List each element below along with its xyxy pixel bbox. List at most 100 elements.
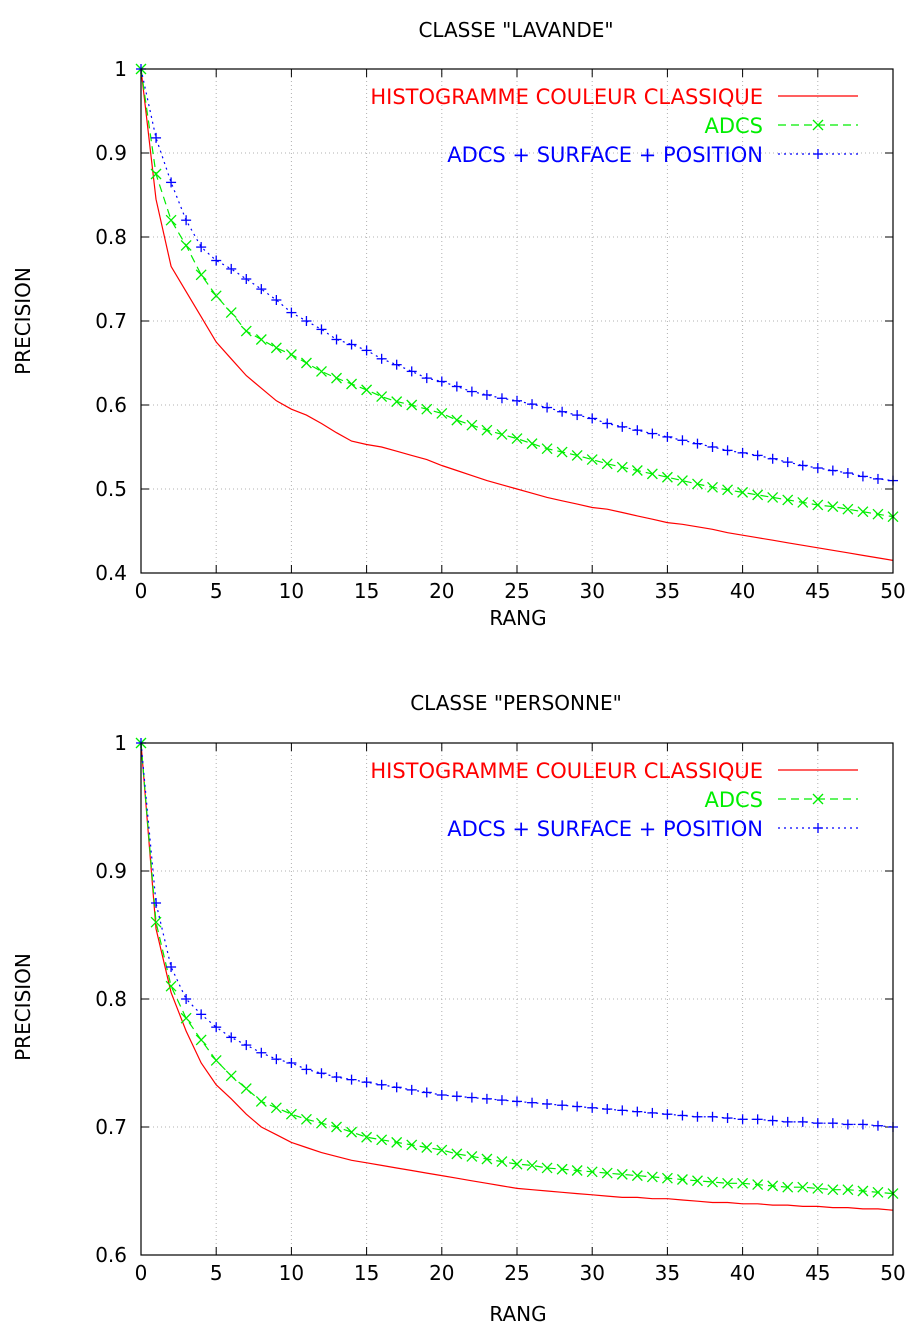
- data-point: [226, 308, 236, 318]
- data-point: [482, 390, 492, 400]
- data-point: [617, 422, 627, 432]
- y-tick-label: 0.6: [95, 393, 127, 417]
- data-point: [452, 1091, 462, 1101]
- data-point: [753, 450, 763, 460]
- y-tick-label: 0.8: [95, 987, 127, 1011]
- data-point: [497, 429, 507, 439]
- x-tick-label: 0: [135, 579, 148, 603]
- data-point: [723, 485, 733, 495]
- data-point: [632, 1107, 642, 1117]
- data-point: [527, 1098, 537, 1108]
- data-point: [377, 1135, 387, 1145]
- data-point: [738, 1114, 748, 1124]
- data-point: [226, 1032, 236, 1042]
- x-axis-label: RANG: [489, 606, 546, 630]
- data-point: [316, 366, 326, 376]
- data-point: [587, 413, 597, 423]
- data-point: [452, 382, 462, 392]
- data-point: [798, 1117, 808, 1127]
- legend-entry: HISTOGRAMME COULEUR CLASSIQUE: [370, 85, 858, 109]
- data-point: [271, 295, 281, 305]
- x-tick-label: 25: [504, 1261, 529, 1285]
- data-point: [692, 479, 702, 489]
- data-point: [166, 962, 176, 972]
- data-point: [407, 400, 417, 410]
- y-tick-label: 0.6: [95, 1243, 127, 1267]
- data-point: [843, 468, 853, 478]
- data-point: [542, 403, 552, 413]
- data-point: [347, 340, 357, 350]
- data-point: [181, 1013, 191, 1023]
- y-tick-label: 0.5: [95, 477, 127, 501]
- data-point: [677, 1110, 687, 1120]
- data-point: [256, 1048, 266, 1058]
- data-point: [527, 399, 537, 409]
- x-tick-label: 30: [579, 579, 604, 603]
- data-point: [527, 439, 537, 449]
- data-point: [557, 1100, 567, 1110]
- legend-marker: [813, 823, 823, 833]
- data-point: [617, 1105, 627, 1115]
- data-point: [452, 415, 462, 425]
- y-axis-label: PRECISION: [11, 267, 35, 375]
- data-point: [783, 457, 793, 467]
- data-point: [482, 425, 492, 435]
- data-point: [843, 1119, 853, 1129]
- data-point: [181, 240, 191, 250]
- y-tick-label: 0.9: [95, 141, 127, 165]
- data-point: [256, 284, 266, 294]
- data-point: [377, 392, 387, 402]
- data-point: [316, 1068, 326, 1078]
- x-tick-label: 45: [805, 1261, 830, 1285]
- data-point: [181, 994, 191, 1004]
- data-point: [286, 1058, 296, 1068]
- data-point: [647, 469, 657, 479]
- data-point: [632, 466, 642, 476]
- data-point: [467, 387, 477, 397]
- data-point: [271, 1103, 281, 1113]
- data-point: [873, 1121, 883, 1131]
- y-tick-label: 1: [114, 731, 127, 755]
- data-point: [196, 270, 206, 280]
- data-point: [241, 274, 251, 284]
- data-point: [662, 432, 672, 442]
- data-point: [301, 358, 311, 368]
- data-point: [723, 1113, 733, 1123]
- legend-marker: [813, 149, 823, 159]
- data-point: [166, 177, 176, 187]
- y-tick-label: 1: [114, 57, 127, 81]
- data-point: [572, 450, 582, 460]
- data-point: [211, 1022, 221, 1032]
- data-point: [151, 133, 161, 143]
- y-axis-label: PRECISION: [11, 953, 35, 1061]
- x-tick-label: 30: [579, 1261, 604, 1285]
- data-point: [692, 1112, 702, 1122]
- data-point: [211, 291, 221, 301]
- series-line: [141, 69, 893, 481]
- data-point: [362, 345, 372, 355]
- data-point: [602, 1104, 612, 1114]
- data-point: [677, 476, 687, 486]
- data-point: [572, 1102, 582, 1112]
- legend-label: ADCS: [704, 114, 763, 138]
- data-point: [647, 1108, 657, 1118]
- x-tick-label: 15: [354, 1261, 379, 1285]
- x-tick-label: 35: [655, 1261, 680, 1285]
- data-point: [241, 1084, 251, 1094]
- data-point: [677, 435, 687, 445]
- data-point: [662, 1109, 672, 1119]
- data-point: [512, 396, 522, 406]
- data-point: [602, 459, 612, 469]
- legend-entry: HISTOGRAMME COULEUR CLASSIQUE: [370, 759, 858, 783]
- data-point: [768, 454, 778, 464]
- data-point: [828, 466, 838, 476]
- data-point: [572, 410, 582, 420]
- data-point: [301, 1114, 311, 1124]
- data-point: [557, 407, 567, 417]
- x-tick-label: 40: [730, 1261, 755, 1285]
- x-tick-label: 50: [880, 579, 905, 603]
- data-point: [286, 1109, 296, 1119]
- data-point: [226, 264, 236, 274]
- data-point: [392, 1137, 402, 1147]
